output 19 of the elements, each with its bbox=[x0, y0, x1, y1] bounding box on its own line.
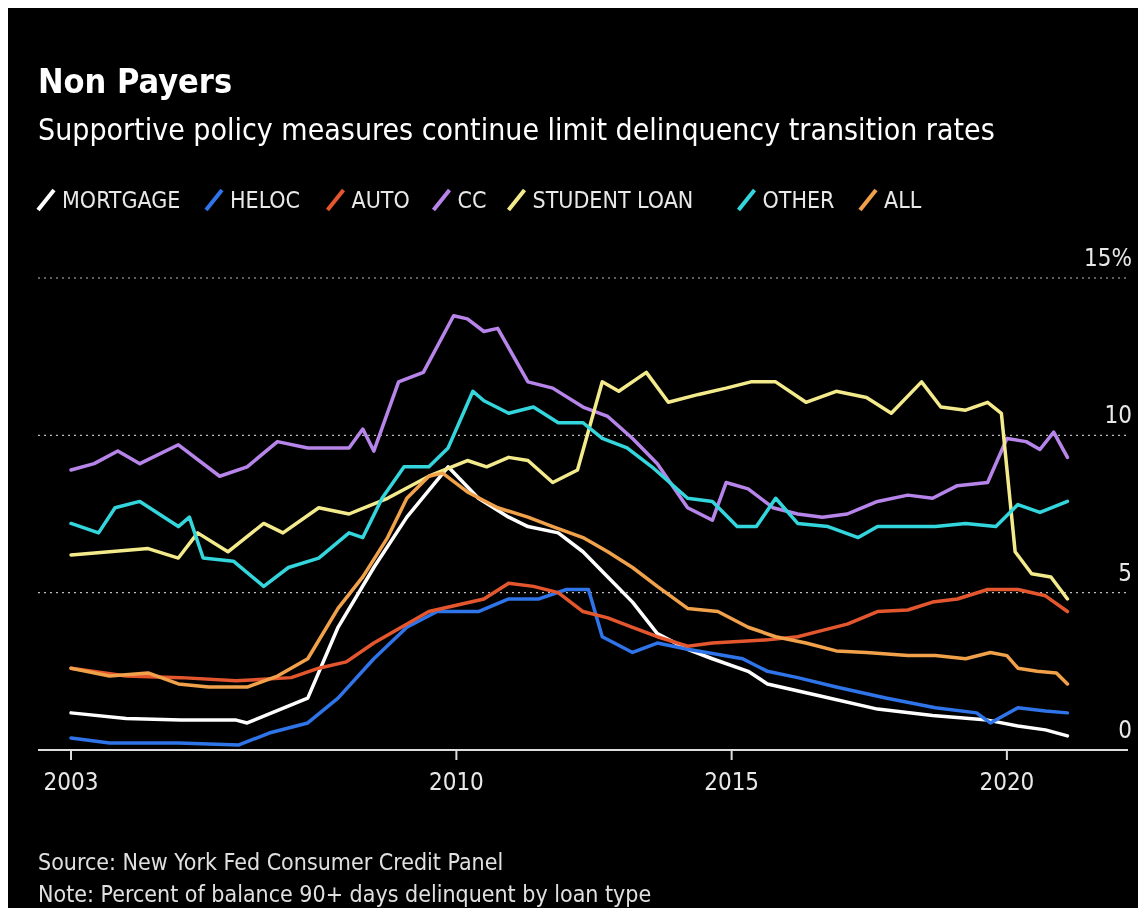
text: Note: Percent of balance 90+ days delinquent by loan type bbox=[38, 881, 652, 907]
legend-label: MORTGAGE bbox=[62, 187, 181, 213]
y-tick-label: 10 bbox=[1104, 401, 1132, 430]
y-tick-label: 15% bbox=[1084, 244, 1132, 272]
legend-label: AUTO bbox=[351, 187, 410, 213]
legend-label: STUDENT LOAN bbox=[532, 187, 694, 213]
x-tick-label: 2003 bbox=[43, 768, 99, 796]
legend-label: OTHER bbox=[762, 187, 835, 213]
y-tick-label: 0 bbox=[1118, 716, 1132, 744]
legend-label: ALL bbox=[884, 187, 922, 213]
source-note: Source: New York Fed Consumer Credit Panel bbox=[38, 849, 504, 875]
chart-title: Non Payers bbox=[38, 61, 233, 101]
legend-label: CC bbox=[457, 187, 487, 213]
x-tick-label: 2010 bbox=[428, 768, 484, 796]
legend-label: HELOC bbox=[230, 187, 301, 213]
chart-subtitle: Supportive policy measures continue limit delinquency transition rates bbox=[38, 112, 995, 147]
y-tick-label: 5 bbox=[1118, 558, 1132, 587]
x-tick-label: 2015 bbox=[704, 768, 760, 796]
x-tick-label: 2020 bbox=[979, 768, 1035, 796]
